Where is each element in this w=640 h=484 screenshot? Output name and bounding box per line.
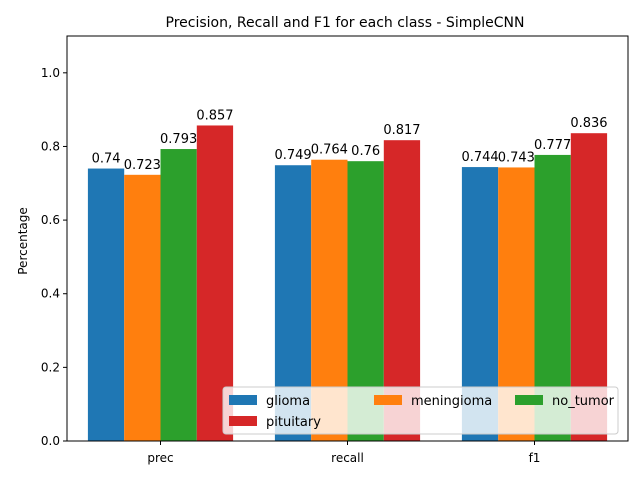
bar-no_tumor-prec — [160, 149, 197, 442]
bar-value-label: 0.836 — [570, 116, 607, 131]
y-tick-label: 0.0 — [41, 434, 60, 448]
x-axis: prec recall f1 — [147, 441, 540, 465]
y-axis-label: Percentage — [16, 207, 30, 275]
legend-swatch-no_tumor — [515, 395, 543, 405]
plot-frame — [66, 35, 629, 442]
bar-value-label: 0.777 — [534, 138, 571, 153]
bar-value-label: 0.74 — [92, 152, 121, 167]
legend: glioma meningioma no_tumor pituitary — [222, 386, 619, 435]
bar-value-label: 0.744 — [461, 150, 498, 165]
legend-swatch-meningioma — [374, 395, 402, 405]
x-tick-label: recall — [331, 451, 364, 465]
bar-meningioma-prec — [124, 174, 161, 441]
bar-glioma-prec — [87, 168, 125, 441]
y-tick-label: 1.0 — [41, 66, 60, 80]
bar-value-label: 0.743 — [498, 150, 535, 165]
legend-swatch-glioma — [229, 395, 257, 405]
chart-title: Precision, Recall and F1 for each class … — [166, 15, 525, 31]
y-axis: 0.0 0.2 0.4 0.6 0.8 1.0 — [41, 66, 67, 448]
legend-swatch-pituitary — [229, 416, 257, 426]
y-tick-label: 0.2 — [41, 360, 60, 374]
legend-label-no_tumor: no_tumor — [552, 394, 615, 409]
bar-value-label: 0.749 — [274, 148, 311, 163]
y-tick-label: 0.6 — [41, 213, 60, 227]
y-tick-label: 0.8 — [41, 139, 60, 153]
x-tick-label: prec — [147, 451, 173, 465]
bar-value-label: 0.723 — [124, 158, 161, 173]
legend-label-pituitary: pituitary — [266, 415, 321, 430]
bar-value-label: 0.76 — [351, 144, 380, 159]
bar-value-label: 0.793 — [160, 132, 197, 147]
bar-value-label: 0.857 — [196, 108, 233, 123]
bar-value-label: 0.817 — [383, 123, 420, 138]
bar-value-label: 0.764 — [311, 143, 348, 158]
x-tick-label: f1 — [529, 451, 541, 465]
y-tick-label: 0.4 — [41, 287, 60, 301]
legend-label-meningioma: meningioma — [411, 394, 492, 409]
legend-label-glioma: glioma — [266, 394, 310, 409]
value-labels-group: 0.74 0.723 0.793 0.857 0.749 0.764 0.760.817 0.… — [92, 108, 608, 172]
